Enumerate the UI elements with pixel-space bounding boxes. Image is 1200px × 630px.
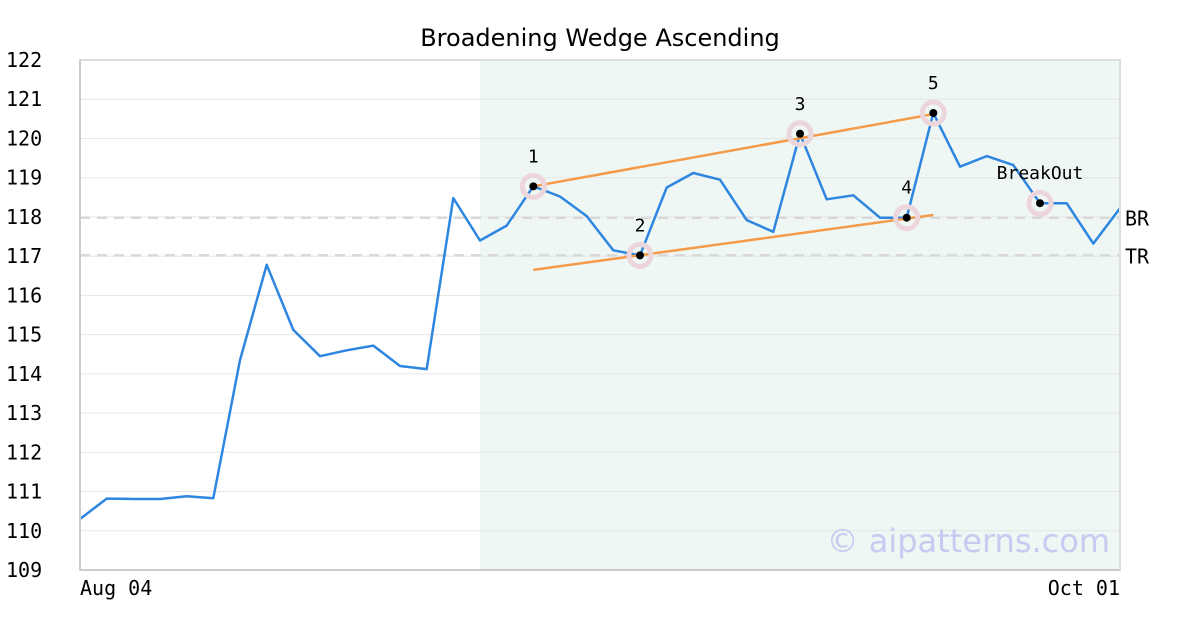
axes-layer: 109 110 111 112 113 114 115 116 117 118 119 120 121 1… bbox=[6, 48, 1121, 600]
y-tick-label: 110 bbox=[6, 519, 42, 543]
pivot-ring bbox=[919, 99, 947, 127]
lower-trend-line bbox=[533, 213, 934, 272]
y-tick-label: 118 bbox=[6, 205, 42, 229]
y-tick-label: 116 bbox=[6, 283, 42, 307]
pivot-point bbox=[796, 129, 804, 138]
pivot-point bbox=[636, 251, 644, 260]
pivot-point bbox=[1036, 199, 1044, 208]
pivots-layer: 1 2 3 4 5 BreakOut bbox=[519, 73, 1084, 269]
pivot-ring bbox=[519, 172, 547, 200]
pivot-label: 4 bbox=[901, 178, 912, 199]
pivot-point bbox=[929, 108, 938, 117]
y-tick-label: 120 bbox=[6, 126, 42, 150]
pivot-ring bbox=[893, 204, 921, 232]
pivot-point bbox=[529, 182, 538, 191]
series-layer bbox=[79, 111, 1121, 520]
pivot-ring bbox=[1026, 189, 1054, 217]
watermark: © aipatterns.com bbox=[827, 522, 1110, 560]
pivot-label: 5 bbox=[928, 73, 939, 94]
price-line bbox=[79, 111, 1121, 520]
pivot-point bbox=[902, 213, 911, 222]
y-tick-label: 119 bbox=[6, 166, 42, 190]
y-tick-label: 122 bbox=[6, 48, 42, 72]
reference-lines-layer: BR TR bbox=[80, 207, 1150, 268]
x-tick-label: Aug 04 bbox=[80, 576, 152, 600]
upper-trend-line bbox=[533, 112, 934, 188]
y-tick-label: 115 bbox=[6, 323, 42, 347]
watermark-layer: © aipatterns.com bbox=[827, 522, 1110, 560]
y-tick-label: 114 bbox=[6, 362, 42, 386]
y-tick-label: 109 bbox=[6, 558, 42, 582]
reference-label-tr: TR bbox=[1125, 244, 1150, 268]
reference-label-br: BR bbox=[1125, 207, 1150, 231]
pivot-label: BreakOut bbox=[997, 163, 1084, 184]
chart-title: Broadening Wedge Ascending bbox=[420, 24, 780, 52]
x-tick-label: Oct 01 bbox=[1048, 576, 1120, 600]
y-tick-label: 121 bbox=[6, 87, 42, 111]
y-tick-label: 113 bbox=[6, 401, 42, 425]
grid-layer bbox=[80, 59, 1120, 571]
pivot-label: 3 bbox=[795, 94, 806, 115]
pivot-label: 1 bbox=[528, 146, 539, 167]
y-tick-label: 112 bbox=[6, 440, 42, 464]
pivot-ring bbox=[786, 120, 814, 148]
pivot-ring bbox=[626, 241, 654, 269]
pivot-label: 2 bbox=[635, 215, 646, 236]
y-tick-label: 111 bbox=[6, 480, 42, 504]
y-tick-label: 117 bbox=[6, 244, 42, 268]
trend-lines-layer bbox=[533, 112, 934, 272]
